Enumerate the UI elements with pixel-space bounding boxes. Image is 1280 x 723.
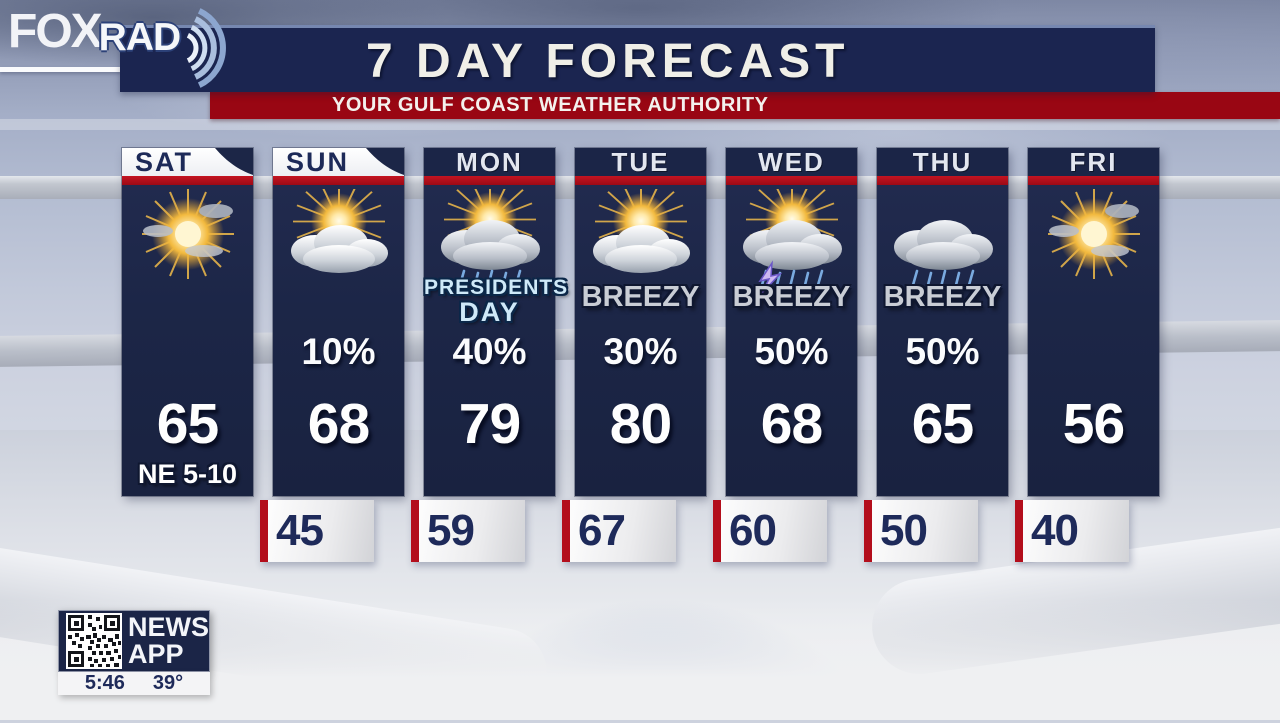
high-temp: 68 — [760, 392, 823, 456]
day-label: WED — [726, 148, 857, 177]
low-temp-box: 40 — [1015, 500, 1129, 562]
low-red-bar — [411, 500, 419, 562]
news-app-label: NEWS APP — [128, 612, 209, 669]
low-temp: 45 — [276, 506, 324, 555]
wind-speed: NE 5-10 — [137, 459, 238, 489]
thunderstorm-icon — [730, 189, 854, 293]
day-column-thu: THU BREEZY 50% 65 50 — [864, 148, 1008, 562]
day-label: FRI — [1028, 148, 1159, 177]
day-column-sun: SUN 10% 68 45 — [260, 148, 404, 562]
day-column-fri: FRI 56 40 — [1015, 148, 1159, 562]
sun-behind-cloud-icon — [277, 189, 401, 293]
day-column-wed: WED BREEZY 50% 68 60 — [713, 148, 857, 562]
condition-text: BREEZY — [581, 281, 700, 313]
left-white-line — [0, 67, 121, 72]
high-temp: 80 — [609, 392, 672, 456]
low-temp: 50 — [880, 506, 928, 555]
low-temp-box: 59 — [411, 500, 525, 562]
current-temp: 39° — [152, 672, 184, 694]
show-banner: 7 DAY FORECAST — [120, 25, 1155, 92]
red-stripe — [122, 176, 253, 185]
column-body: 56 — [1028, 185, 1159, 496]
high-temp: 65 — [156, 392, 219, 456]
header-swoosh-decoration — [366, 148, 404, 175]
low-temp: 60 — [729, 506, 777, 555]
tagline-bar: YOUR GULF COAST WEATHER AUTHORITY — [210, 92, 1280, 119]
red-stripe — [575, 176, 706, 185]
low-temp-box: 60 — [713, 500, 827, 562]
column-body: 65 NE 5-10 — [122, 185, 253, 496]
red-stripe — [877, 176, 1008, 185]
red-stripe — [273, 176, 404, 185]
radar-waves-icon — [186, 8, 227, 88]
sun-behind-cloud-icon — [579, 189, 703, 293]
news-app-promo: NEWS APP — [58, 610, 210, 672]
faint-horizontal-band — [0, 119, 1280, 130]
low-red-bar — [562, 500, 570, 562]
mostly-sunny-icon — [1032, 189, 1156, 293]
high-temp: 79 — [458, 392, 521, 456]
precip-chance: 50% — [754, 331, 829, 372]
clock-time: 5:46 — [84, 672, 125, 694]
day-label: THU — [877, 148, 1008, 177]
holiday-label: PRESIDENTS DAY — [424, 276, 569, 327]
time-temp-bar: 5:46 39° — [58, 672, 210, 695]
low-temp: 67 — [578, 506, 626, 555]
foxrad-logo: FOX RAD — [8, 3, 230, 95]
condition-text: BREEZY — [883, 281, 1002, 313]
day-label: SAT — [122, 148, 253, 177]
precip-chance: 30% — [603, 331, 678, 372]
mostly-sunny-icon — [126, 189, 250, 293]
header-swoosh-decoration — [215, 148, 253, 175]
high-temp: 56 — [1062, 392, 1125, 456]
condition-text: BREEZY — [732, 281, 851, 313]
day-column-mon: MON PRESIDENTS DAY 40% 79 59 — [411, 148, 569, 562]
day-column-sat: SAT 65 NE 5-10 — [122, 148, 253, 496]
column-body: 10% 68 — [273, 185, 404, 496]
page-title: 7 DAY FORECAST — [366, 35, 850, 88]
high-temp: 65 — [911, 392, 974, 456]
low-red-bar — [260, 500, 268, 562]
red-stripe — [726, 176, 857, 185]
red-stripe — [424, 176, 555, 185]
column-body: BREEZY 30% 80 — [575, 185, 706, 496]
day-label: SUN — [273, 148, 404, 177]
logo-rad-text: RAD — [98, 16, 181, 59]
low-red-bar — [864, 500, 872, 562]
rain-icon — [881, 189, 1005, 293]
low-temp-box: 50 — [864, 500, 978, 562]
high-temp: 68 — [307, 392, 370, 456]
column-body: BREEZY 50% 65 — [877, 185, 1008, 496]
precip-chance: 40% — [452, 331, 527, 372]
red-stripe — [1028, 176, 1159, 185]
low-red-bar — [1015, 500, 1023, 562]
logo-fox-text: FOX — [8, 5, 103, 58]
column-body: BREEZY 50% 68 — [726, 185, 857, 496]
low-temp: 40 — [1031, 506, 1079, 555]
qr-code — [66, 613, 122, 669]
day-column-tue: TUE BREEZY 30% 80 67 — [562, 148, 706, 562]
day-label: MON — [424, 148, 555, 177]
column-body: PRESIDENTS DAY 40% 79 — [424, 185, 569, 496]
low-temp-box: 67 — [562, 500, 676, 562]
low-temp-box: 45 — [260, 500, 374, 562]
low-red-bar — [713, 500, 721, 562]
tagline-text: YOUR GULF COAST WEATHER AUTHORITY — [332, 94, 769, 116]
precip-chance: 10% — [301, 331, 376, 372]
studio-floor-glow — [0, 600, 1280, 720]
low-temp: 59 — [427, 506, 475, 555]
precip-chance: 50% — [905, 331, 980, 372]
day-label: TUE — [575, 148, 706, 177]
forecast-columns: SAT 65 NE 5-10 SUN 10% 68 — [122, 148, 1159, 562]
